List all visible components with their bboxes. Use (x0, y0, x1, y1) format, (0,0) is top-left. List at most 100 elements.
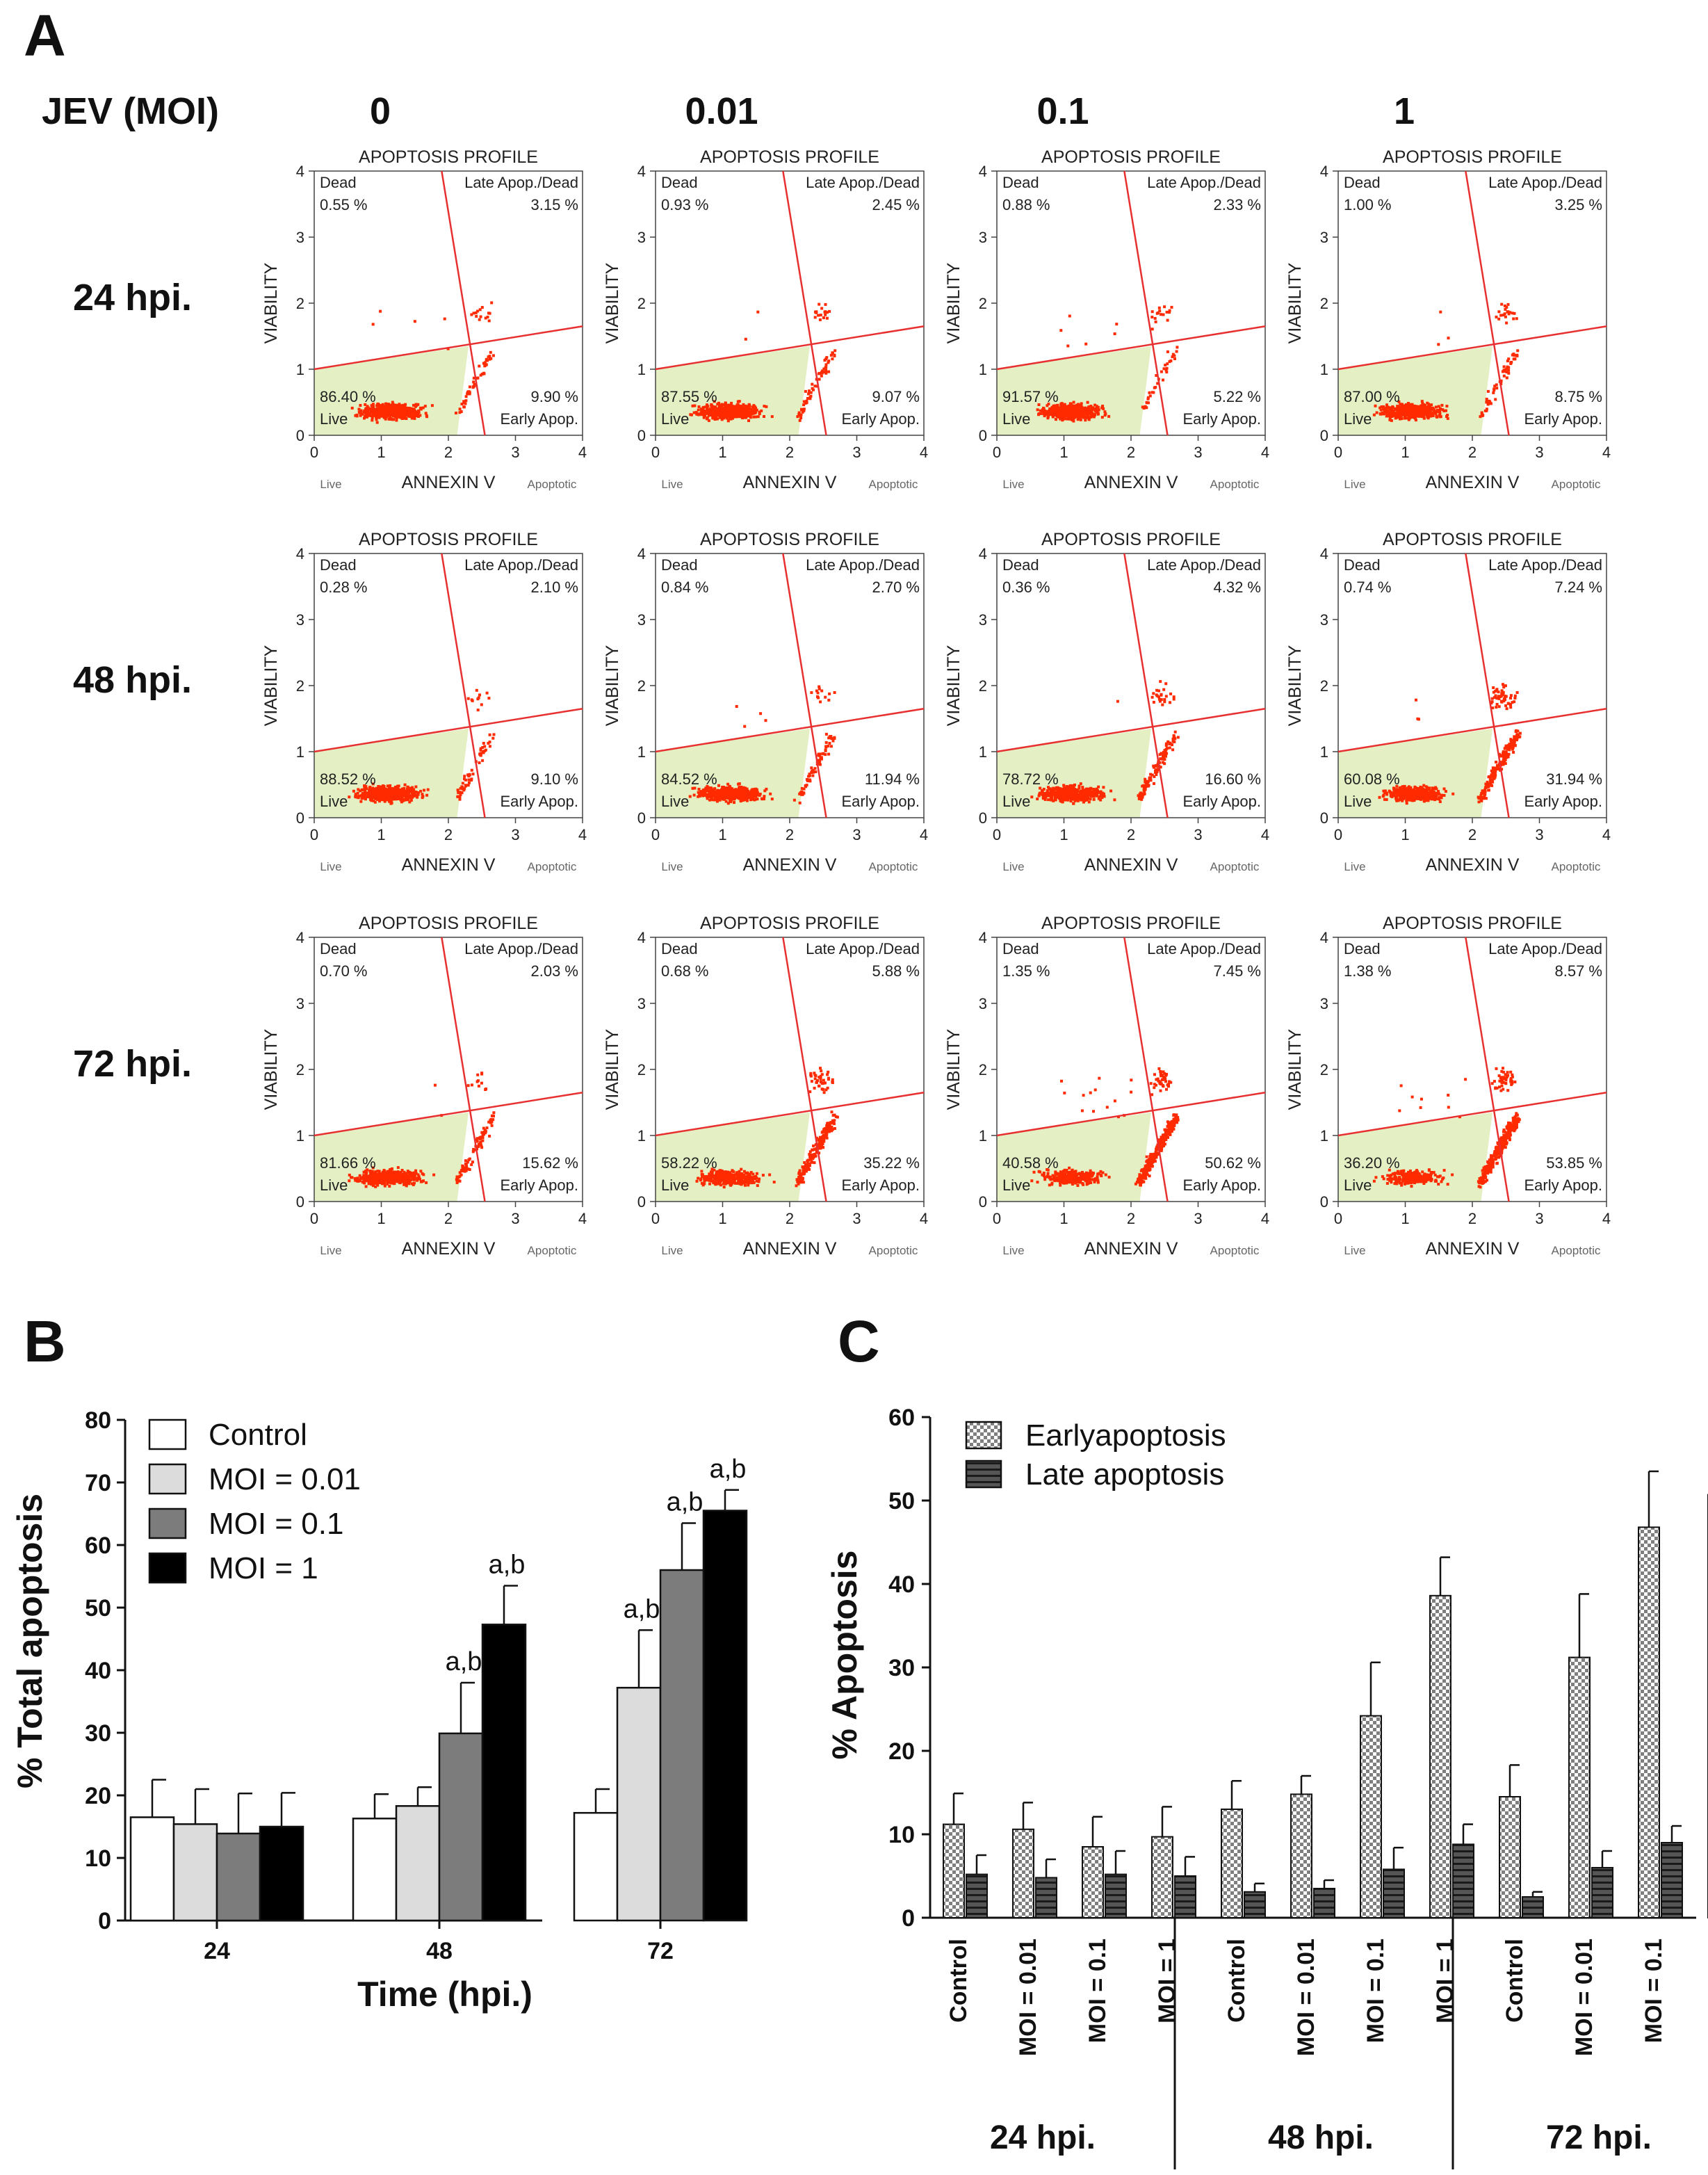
live-region (997, 346, 1151, 435)
panel-b: B % Total apoptosis Time (hpi.) 0 10 20 30 4… (10, 1309, 748, 2014)
x-tick-label: 2 (444, 1210, 453, 1227)
flow-plot-title: APOPTOSIS PROFILE (1041, 530, 1221, 549)
gate-line-vertical (1123, 553, 1169, 818)
y-tick-label: 0 (637, 1193, 646, 1211)
quadrant-early-label: Early Apop. (1182, 1177, 1261, 1194)
y-tick-label: 2 (979, 295, 987, 312)
x-left-hint: Live (1344, 1244, 1365, 1257)
quadrant-early-label: Early Apop. (1524, 410, 1602, 428)
row-label-1: 48 hpi. (73, 659, 192, 701)
c-bar (966, 1873, 988, 1919)
c-bar (1452, 1843, 1474, 1918)
quadrant-late-value: 3.25 % (1555, 196, 1603, 213)
x-right-hint: Apoptotic (1552, 1244, 1601, 1257)
quadrant-live-label: Live (1344, 410, 1372, 428)
c-bar (1082, 1846, 1104, 1918)
x-tick-label: 1 (1401, 826, 1409, 843)
y-axis-label: VIABILITY (603, 262, 622, 343)
y-axis-label: VIABILITY (944, 645, 963, 726)
quadrant-late-value: 5.88 % (872, 962, 920, 980)
b-legend-label: MOI = 0.01 (209, 1462, 361, 1496)
moi-headers: 0 0.01 0.1 1 (370, 90, 1415, 132)
row-label-2: 72 hpi. (73, 1043, 192, 1085)
x-tick-label: 1 (377, 1210, 385, 1227)
y-axis-label: VIABILITY (261, 262, 281, 343)
c-group-label: 24 hpi. (990, 2119, 1096, 2156)
b-category-label: 72 (647, 1938, 674, 1964)
quadrant-live-label: Live (661, 793, 689, 810)
x-axis-label: ANNEXIN V (1426, 473, 1520, 492)
quadrant-live-value: 87.55 % (661, 388, 717, 405)
x-tick-label: 2 (1468, 826, 1477, 843)
c-bar (1591, 1867, 1613, 1918)
live-region (1338, 1112, 1493, 1202)
y-tick-label: 4 (296, 545, 304, 563)
quadrant-late-value: 4.32 % (1214, 579, 1262, 596)
x-tick-label: 0 (651, 444, 660, 461)
x-left-hint: Live (1344, 478, 1365, 491)
b-y-tick-label: 10 (85, 1845, 111, 1872)
b-legend-swatch (148, 1463, 187, 1495)
flow-plot-title: APOPTOSIS PROFILE (1383, 147, 1562, 167)
flow-plot-title: APOPTOSIS PROFILE (1383, 530, 1562, 549)
b-legend-label: Control (209, 1418, 307, 1452)
x-left-hint: Live (661, 1244, 683, 1257)
y-tick-label: 0 (296, 427, 304, 444)
flow-plot-title: APOPTOSIS PROFILE (700, 914, 879, 933)
y-tick-label: 3 (637, 995, 646, 1012)
y-axis-label: VIABILITY (1285, 262, 1305, 343)
x-right-hint: Apoptotic (1210, 1244, 1260, 1257)
event-dots (350, 301, 495, 424)
b-significance-label: a,b (489, 1551, 526, 1580)
y-tick-label: 2 (1320, 677, 1328, 695)
x-tick-label: 0 (1334, 444, 1342, 461)
quadrant-early-value: 5.22 % (1214, 388, 1262, 405)
x-tick-label: 3 (852, 1210, 861, 1227)
y-tick-label: 4 (637, 163, 646, 180)
y-tick-label: 3 (296, 229, 304, 246)
y-tick-label: 1 (637, 361, 646, 378)
y-tick-label: 3 (1320, 229, 1328, 246)
c-bar (943, 1823, 965, 1919)
x-tick-label: 4 (920, 444, 928, 461)
b-category-label: 24 (204, 1938, 230, 1964)
y-tick-label: 3 (979, 229, 987, 246)
quadrant-live-value: 86.40 % (320, 388, 376, 405)
b-bar (481, 1624, 527, 1922)
quadrant-dead-value: 0.36 % (1002, 579, 1050, 596)
y-tick-label: 4 (637, 545, 646, 563)
x-right-hint: Apoptotic (869, 478, 918, 491)
y-tick-label: 4 (979, 929, 987, 946)
x-tick-label: 0 (1334, 1210, 1342, 1227)
x-tick-label: 2 (1127, 1210, 1135, 1227)
x-tick-label: 2 (1468, 444, 1477, 461)
quadrant-live-value: 81.66 % (320, 1154, 376, 1172)
x-tick-label: 0 (993, 444, 1001, 461)
chart-b-ylabel: % Total apoptosis (10, 1494, 49, 1788)
b-y-tick-label: 20 (85, 1783, 111, 1809)
c-legend-swatch (965, 1460, 1002, 1489)
y-tick-label: 2 (979, 677, 987, 695)
b-bar (573, 1811, 619, 1922)
c-y-tick-label: 20 (888, 1738, 915, 1765)
x-tick-label: 3 (852, 444, 861, 461)
flow-plot-title: APOPTOSIS PROFILE (1041, 914, 1221, 933)
y-axis-label: VIABILITY (603, 645, 622, 726)
x-tick-label: 3 (511, 1210, 519, 1227)
c-bar (1035, 1877, 1057, 1918)
y-tick-label: 2 (1320, 295, 1328, 312)
b-y-tick-label: 40 (85, 1658, 111, 1684)
y-tick-label: 1 (637, 743, 646, 761)
x-left-hint: Live (320, 478, 341, 491)
gate-line-horizontal (1337, 1092, 1607, 1137)
quadrant-dead-value: 0.68 % (661, 962, 709, 980)
b-bar (129, 1816, 175, 1922)
x-left-hint: Live (320, 1244, 341, 1257)
quadrant-dead-value: 0.70 % (320, 962, 368, 980)
quadrant-dead-value: 0.88 % (1002, 196, 1050, 213)
